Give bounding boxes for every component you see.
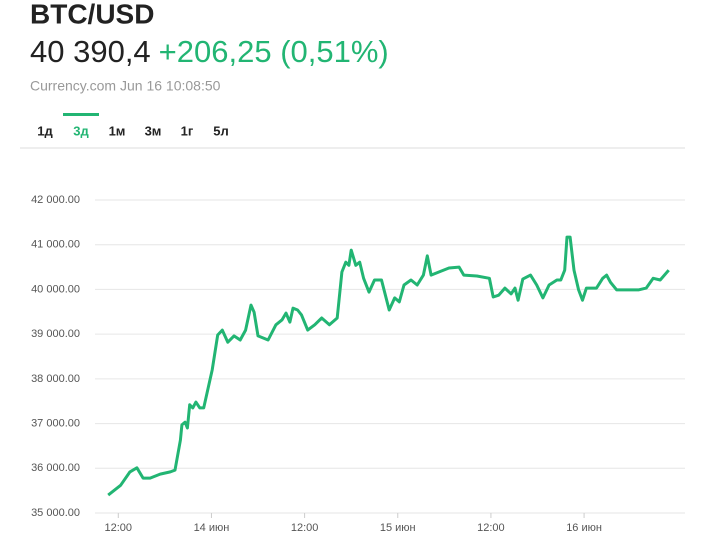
x-tick-label: 16 июн bbox=[566, 522, 602, 534]
y-tick-label: 35 000.00 bbox=[31, 507, 80, 519]
y-tick-label: 42 000.00 bbox=[31, 194, 80, 206]
tab-indicator bbox=[63, 113, 99, 116]
source: Currency.com Jun 16 10:08:50 bbox=[30, 78, 221, 94]
tab[interactable]: 3д bbox=[73, 123, 89, 138]
y-tick-label: 36 000.00 bbox=[31, 462, 80, 474]
x-tick-label: 15 июн bbox=[380, 522, 416, 534]
tab[interactable]: 3м bbox=[145, 123, 162, 138]
price: 40 390,4 bbox=[30, 34, 151, 69]
price-line bbox=[107, 235, 670, 497]
tab[interactable]: 1г bbox=[181, 123, 194, 138]
tab[interactable]: 1м bbox=[109, 123, 126, 138]
y-tick-label: 38 000.00 bbox=[31, 373, 80, 385]
y-tick-label: 41 000.00 bbox=[31, 239, 80, 251]
x-tick-label: 12:00 bbox=[105, 522, 133, 534]
tabs: 1д 3д 1м 3м 1г 5л bbox=[37, 113, 229, 138]
x-tick-label: 12:00 bbox=[291, 522, 319, 534]
y-tick-label: 37 000.00 bbox=[31, 417, 80, 429]
x-tick-label: 14 июн bbox=[194, 522, 230, 534]
change: +206,25 (0,51%) bbox=[159, 34, 389, 69]
pair-title: BTC/USD bbox=[30, 0, 154, 29]
tab[interactable]: 5л bbox=[213, 123, 229, 138]
price-line: 40 390,4 +206,25 (0,51%) bbox=[30, 34, 389, 69]
y-tick-label: 40 000.00 bbox=[31, 283, 80, 295]
x-tick-label: 12:00 bbox=[477, 522, 505, 534]
y-tick-label: 39 000.00 bbox=[31, 328, 80, 340]
tab[interactable]: 1д bbox=[37, 123, 53, 138]
